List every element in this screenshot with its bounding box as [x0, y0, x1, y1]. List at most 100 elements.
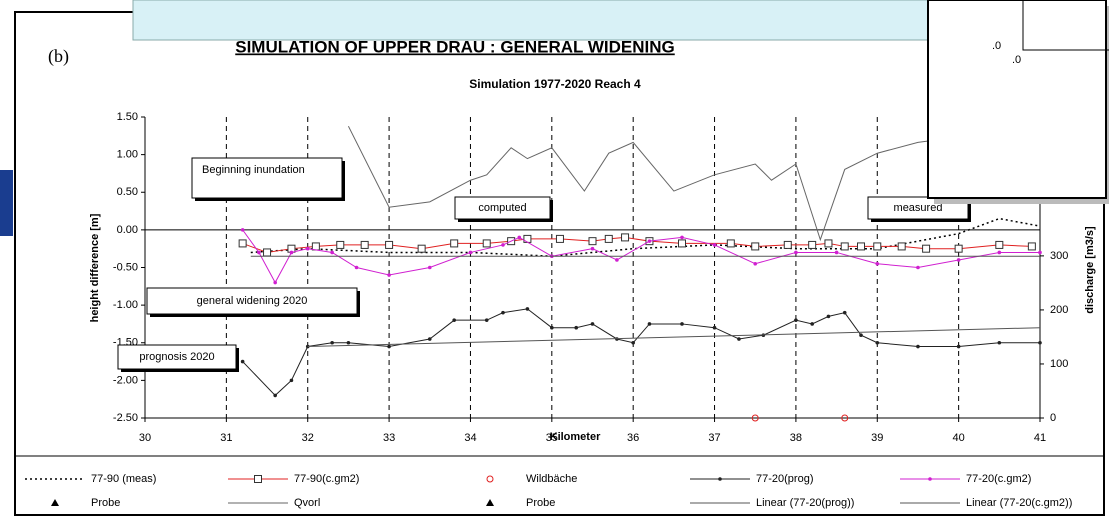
marker: [482, 239, 491, 248]
marker: [257, 250, 261, 255]
marker: [240, 359, 245, 364]
marker: [824, 239, 833, 248]
marker: [631, 340, 635, 345]
marker: [794, 250, 798, 255]
marker: [289, 250, 294, 255]
marker: [751, 242, 760, 251]
window-axis: [1022, 0, 1109, 51]
series-line: [242, 229, 1040, 284]
annotation: measured: [894, 202, 943, 214]
marker: [273, 393, 277, 398]
header-panel: [132, 0, 929, 41]
marker: [387, 344, 391, 349]
window-label: .0: [1012, 54, 1021, 66]
legend-label: Qvorl: [294, 497, 320, 509]
marker: [956, 344, 961, 349]
marker: [647, 239, 652, 243]
marker: [501, 310, 505, 315]
legend-marker: [254, 475, 262, 483]
marker: [590, 322, 595, 326]
x-tick-label: 39: [871, 432, 883, 444]
series-line: [242, 308, 1040, 397]
marker: [588, 237, 597, 246]
panel-label: (b): [48, 46, 69, 67]
marker: [523, 234, 532, 243]
marker: [834, 250, 839, 255]
marker: [468, 250, 473, 255]
marker: [997, 250, 1002, 255]
legend-label: 77-20(c.gm2): [966, 473, 1031, 485]
y-tick-label: 1.50: [117, 111, 138, 123]
window: [927, 0, 1107, 199]
x-tick-label: 31: [220, 432, 232, 444]
chart: (b) SIMULATION OF UPPER DRAU : GENERAL W…: [16, 37, 1103, 509]
y-tick-label: -2.00: [113, 374, 138, 386]
marker: [873, 242, 882, 251]
marker: [808, 240, 817, 249]
annotation: computed: [478, 202, 526, 214]
marker: [427, 337, 432, 341]
marker: [330, 250, 334, 255]
marker: [427, 265, 432, 270]
x-tick-label: 41: [1034, 432, 1046, 444]
y2-tick-label: 0: [1050, 412, 1056, 424]
marker: [273, 280, 277, 285]
annotation-box: [146, 287, 358, 315]
x-tick-label: 36: [627, 432, 639, 444]
marker: [997, 340, 1002, 345]
y-tick-label: -2.50: [113, 412, 138, 424]
window-label: .0: [992, 40, 1001, 52]
marker: [922, 244, 931, 253]
marker: [712, 243, 717, 247]
marker: [712, 325, 717, 330]
marker: [263, 248, 272, 257]
marker: [336, 240, 345, 249]
marker: [289, 378, 294, 383]
y2-tick-label: 100: [1050, 358, 1068, 370]
y2-tick-label: 300: [1050, 250, 1068, 262]
overlay-window: .0 .0: [927, 0, 1109, 204]
chart-title: SIMULATION OF UPPER DRAU : GENERAL WIDEN…: [235, 37, 675, 56]
marker: [840, 242, 849, 251]
marker: [385, 240, 394, 249]
annotation: prognosis 2020: [139, 351, 214, 363]
marker: [897, 242, 906, 251]
marker: [826, 314, 831, 319]
marker: [678, 239, 686, 248]
marker: [501, 243, 505, 247]
series-line: [307, 327, 1041, 348]
marker: [621, 233, 630, 242]
y-tick-label: 0.00: [117, 224, 138, 236]
legend-label: 77-90(c.gm2): [294, 473, 359, 485]
marker: [956, 258, 961, 262]
marker: [842, 310, 847, 315]
marker: [726, 239, 735, 248]
x-tick-label: 34: [464, 432, 476, 444]
marker: [954, 244, 963, 253]
marker: [810, 322, 814, 326]
marker: [859, 333, 863, 338]
marker: [311, 242, 320, 251]
marker: [916, 344, 920, 349]
annotation: Beginning inundation: [202, 164, 305, 176]
marker: [680, 322, 684, 326]
legend-marker: [718, 477, 722, 481]
marker: [841, 414, 849, 422]
marker: [995, 240, 1004, 249]
legend-label: 77-20(prog): [756, 473, 813, 485]
legend-label: Probe: [526, 497, 555, 509]
marker: [753, 261, 758, 266]
marker: [305, 246, 310, 251]
marker: [517, 235, 522, 240]
marker: [783, 240, 792, 249]
y2-tick-label: 200: [1050, 304, 1068, 316]
y-tick-label: -0.50: [113, 261, 138, 273]
legend-label: Wildbäche: [526, 473, 577, 485]
marker: [916, 265, 920, 270]
marker: [574, 325, 579, 330]
legend-label: Probe: [91, 497, 120, 509]
y2-axis-label: discharge [m3/s]: [1084, 226, 1096, 314]
marker: [1038, 250, 1042, 255]
marker: [346, 340, 351, 345]
